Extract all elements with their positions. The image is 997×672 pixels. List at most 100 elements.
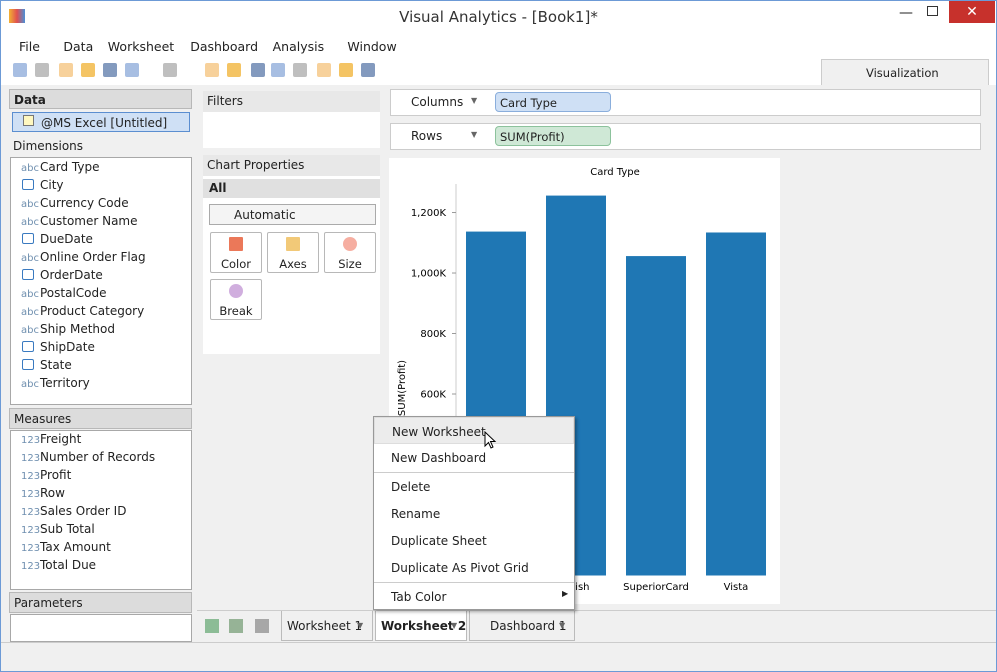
source-check — [23, 115, 34, 126]
button-icon — [286, 237, 300, 251]
dimension-field[interactable]: abcCard Type — [21, 160, 99, 174]
parameters-list — [10, 614, 192, 642]
field-icon — [22, 269, 34, 280]
measure-field[interactable]: 123Freight — [21, 432, 81, 446]
sheet-tab[interactable]: Worksheet 2 — [375, 611, 467, 641]
context-menu-item[interactable]: New Worksheet — [374, 417, 574, 444]
close-button[interactable]: ✕ — [949, 1, 995, 23]
shelf — [390, 89, 981, 116]
dimension-field[interactable]: abcProduct Category — [21, 304, 144, 318]
menu-separator — [374, 472, 574, 473]
dimension-field[interactable]: City — [21, 178, 64, 192]
dimension-field[interactable]: abcShip Method — [21, 322, 115, 336]
app-icon — [9, 9, 25, 23]
toolbar-icon[interactable] — [205, 63, 219, 77]
dimension-field[interactable]: ShipDate — [21, 340, 95, 354]
filters-body — [203, 112, 380, 148]
mark-type-dropdown[interactable]: Automatic — [209, 204, 376, 225]
context-menu-item[interactable]: Duplicate Sheet — [391, 534, 487, 548]
field-name: DueDate — [40, 232, 93, 246]
context-menu-item[interactable]: Duplicate As Pivot Grid — [391, 561, 529, 575]
field-type: abc — [21, 217, 39, 228]
property-button[interactable]: Size — [324, 232, 376, 273]
mouse-cursor — [484, 431, 497, 449]
measure-field[interactable]: 123Row — [21, 486, 65, 500]
chart-title: Card Type — [590, 167, 640, 178]
toolbar-icon[interactable] — [271, 63, 285, 77]
data-source[interactable]: @MS Excel [Untitled] — [12, 112, 190, 132]
property-button[interactable]: Axes — [267, 232, 319, 273]
menu-item[interactable]: Analysis — [272, 39, 325, 54]
filters-header: Filters — [203, 91, 380, 112]
context-menu-item[interactable]: Delete — [391, 480, 431, 494]
measure-field[interactable]: 123Total Due — [21, 558, 96, 572]
context-menu-item[interactable]: Tab Color — [391, 590, 447, 604]
menu-item[interactable]: Worksheet — [107, 39, 175, 54]
dimensions-list — [10, 157, 192, 405]
toolbar-icon[interactable] — [35, 63, 49, 77]
dimension-field[interactable]: abcCurrency Code — [21, 196, 129, 210]
sheet-tab[interactable]: Dashboard 1 — [469, 611, 575, 641]
minimize-button[interactable]: — — [899, 5, 913, 21]
measure-field[interactable]: 123Profit — [21, 468, 71, 482]
context-menu-item[interactable]: New Dashboard — [391, 451, 487, 465]
dimension-field[interactable]: OrderDate — [21, 268, 103, 282]
field-pill[interactable]: Card Type — [495, 92, 611, 112]
tab-arrow: ▼ — [559, 621, 566, 630]
tab-arrow: ▼ — [451, 621, 458, 630]
toolbar-icon[interactable] — [339, 63, 353, 77]
tab-tool[interactable] — [255, 619, 269, 633]
field-name: ShipDate — [40, 340, 95, 354]
dimension-field[interactable]: abcCustomer Name — [21, 214, 138, 228]
dimension-field[interactable]: State — [21, 358, 72, 372]
tab-tool[interactable] — [205, 619, 219, 633]
dimension-field[interactable]: DueDate — [21, 232, 93, 246]
shelf-label: Rows — [411, 129, 443, 143]
toolbar: Visualization — [1, 57, 996, 85]
field-type: abc — [21, 325, 39, 336]
data-header: Data — [9, 89, 192, 109]
menu-item[interactable]: Data — [63, 39, 94, 54]
sheet-tab[interactable]: Worksheet 1 — [281, 611, 373, 641]
x-tick-label: guish — [562, 582, 589, 593]
field-name: Ship Method — [40, 322, 115, 336]
measure-field[interactable]: 123Sub Total — [21, 522, 95, 536]
menu-item[interactable]: Dashboard — [190, 39, 259, 54]
field-name: Online Order Flag — [40, 250, 146, 264]
maximize-button[interactable] — [927, 6, 938, 16]
field-type: 123 — [21, 525, 41, 536]
visualization-tab[interactable]: Visualization — [821, 59, 989, 85]
measure-field[interactable]: 123Sales Order ID — [21, 504, 126, 518]
tab-tool[interactable] — [229, 619, 243, 633]
menu-item[interactable]: Window — [347, 39, 397, 54]
shelf-label: Columns — [411, 95, 464, 109]
y-tick-label: 800K — [420, 329, 446, 340]
field-pill[interactable]: SUM(Profit) — [495, 126, 611, 146]
field-type: abc — [21, 289, 39, 300]
toolbar-icon[interactable] — [59, 63, 73, 77]
dimension-field[interactable]: abcTerritory — [21, 376, 90, 390]
toolbar-icon[interactable] — [13, 63, 27, 77]
menu-item[interactable]: File — [19, 39, 40, 54]
toolbar-icon[interactable] — [293, 63, 307, 77]
toolbar-icon[interactable] — [361, 63, 375, 77]
context-menu-item[interactable]: Rename — [391, 507, 441, 521]
field-name: Territory — [40, 376, 90, 390]
toolbar-icon[interactable] — [81, 63, 95, 77]
context-menu: New Worksheet New Dashboard Delete Rename Du… — [373, 416, 575, 610]
field-name: Total Due — [40, 558, 97, 572]
toolbar-icon[interactable] — [125, 63, 139, 77]
field-type: abc — [21, 163, 39, 174]
field-type: abc — [21, 199, 39, 210]
toolbar-icon[interactable] — [163, 63, 177, 77]
toolbar-icon[interactable] — [227, 63, 241, 77]
toolbar-icon[interactable] — [251, 63, 265, 77]
dimension-field[interactable]: abcPostalCode — [21, 286, 107, 300]
measure-field[interactable]: 123Number of Records — [21, 450, 155, 464]
field-name: Freight — [40, 432, 82, 446]
measure-field[interactable]: 123Tax Amount — [21, 540, 111, 554]
dimension-field[interactable]: abcOnline Order Flag — [21, 250, 146, 264]
field-icon — [22, 233, 34, 244]
toolbar-icon[interactable] — [103, 63, 117, 77]
toolbar-icon[interactable] — [317, 63, 331, 77]
